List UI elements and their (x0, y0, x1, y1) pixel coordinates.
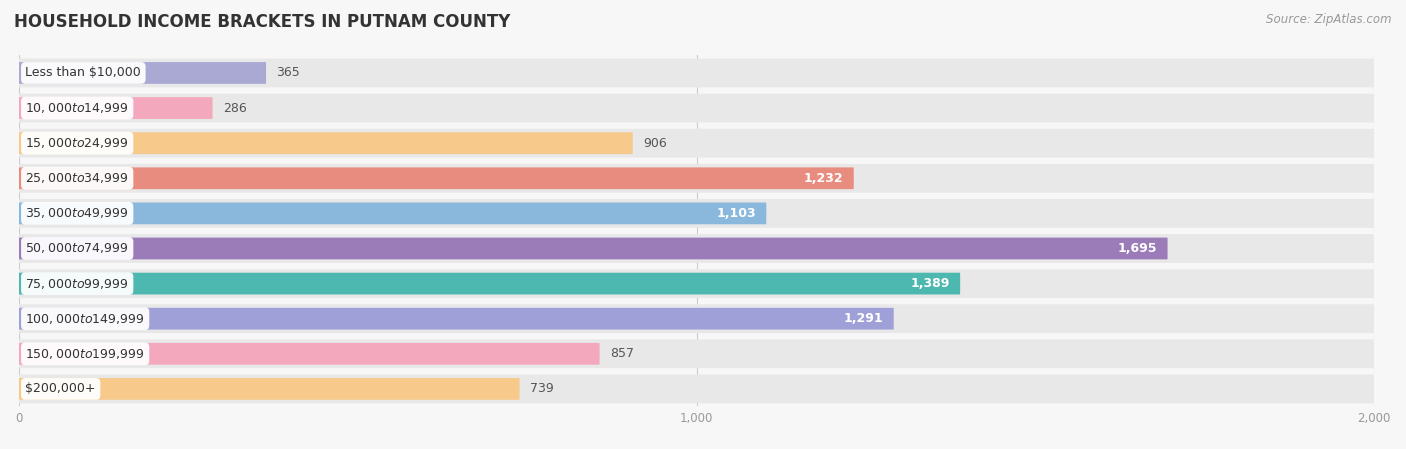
Text: $25,000 to $34,999: $25,000 to $34,999 (25, 171, 129, 185)
FancyBboxPatch shape (18, 339, 1374, 368)
FancyBboxPatch shape (18, 378, 520, 400)
FancyBboxPatch shape (18, 97, 212, 119)
FancyBboxPatch shape (18, 164, 1374, 193)
Text: $200,000+: $200,000+ (25, 383, 96, 396)
Text: $100,000 to $149,999: $100,000 to $149,999 (25, 312, 145, 326)
Text: Source: ZipAtlas.com: Source: ZipAtlas.com (1267, 13, 1392, 26)
FancyBboxPatch shape (18, 199, 1374, 228)
FancyBboxPatch shape (18, 167, 853, 189)
FancyBboxPatch shape (18, 94, 1374, 123)
Text: 286: 286 (222, 101, 246, 114)
Text: $15,000 to $24,999: $15,000 to $24,999 (25, 136, 129, 150)
Text: $10,000 to $14,999: $10,000 to $14,999 (25, 101, 129, 115)
FancyBboxPatch shape (18, 58, 1374, 88)
Text: 1,291: 1,291 (844, 312, 883, 325)
FancyBboxPatch shape (18, 269, 1374, 298)
FancyBboxPatch shape (18, 129, 1374, 158)
Text: 365: 365 (276, 66, 299, 79)
Text: $150,000 to $199,999: $150,000 to $199,999 (25, 347, 145, 361)
Text: $35,000 to $49,999: $35,000 to $49,999 (25, 207, 129, 220)
FancyBboxPatch shape (18, 62, 266, 84)
FancyBboxPatch shape (18, 238, 1167, 260)
Text: 1,103: 1,103 (717, 207, 756, 220)
Text: 906: 906 (643, 136, 666, 150)
Text: 1,232: 1,232 (804, 172, 844, 185)
FancyBboxPatch shape (18, 273, 960, 295)
FancyBboxPatch shape (18, 234, 1374, 263)
Text: 857: 857 (610, 348, 634, 360)
FancyBboxPatch shape (18, 202, 766, 224)
Text: Less than $10,000: Less than $10,000 (25, 66, 141, 79)
FancyBboxPatch shape (18, 308, 894, 330)
Text: 1,695: 1,695 (1118, 242, 1157, 255)
FancyBboxPatch shape (18, 343, 599, 365)
FancyBboxPatch shape (18, 304, 1374, 333)
Text: $75,000 to $99,999: $75,000 to $99,999 (25, 277, 129, 291)
Text: HOUSEHOLD INCOME BRACKETS IN PUTNAM COUNTY: HOUSEHOLD INCOME BRACKETS IN PUTNAM COUN… (14, 13, 510, 31)
Text: 1,389: 1,389 (911, 277, 950, 290)
Text: 739: 739 (530, 383, 554, 396)
FancyBboxPatch shape (18, 132, 633, 154)
FancyBboxPatch shape (18, 374, 1374, 403)
Text: $50,000 to $74,999: $50,000 to $74,999 (25, 242, 129, 255)
